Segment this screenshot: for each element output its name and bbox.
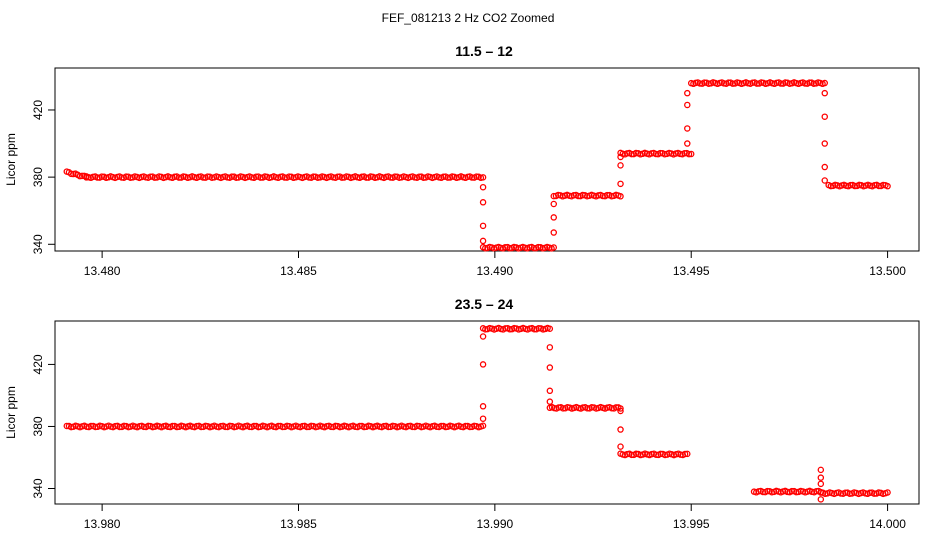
data-point xyxy=(479,199,487,206)
y-tick-label: 340 xyxy=(31,478,45,498)
data-point xyxy=(479,333,487,340)
panel-1-plot-frame xyxy=(54,67,920,252)
data-point xyxy=(546,364,554,371)
panel-2-plot-frame xyxy=(54,320,920,505)
data-point xyxy=(684,450,691,458)
data-point xyxy=(617,153,624,161)
data-point xyxy=(479,237,487,245)
data-point xyxy=(884,182,891,190)
data-point xyxy=(685,150,693,158)
data-point xyxy=(550,244,558,251)
data-point xyxy=(546,325,554,333)
data-point xyxy=(821,113,829,120)
data-point xyxy=(546,387,554,395)
data-point xyxy=(193,422,200,430)
panel-1-data-points xyxy=(63,79,891,252)
x-tick-label: 13.490 xyxy=(477,264,514,278)
data-point xyxy=(546,398,554,405)
panel-2-ylabel: Licor ppm xyxy=(4,386,18,439)
data-point xyxy=(617,443,624,450)
panel-2-y-axis: 340 380 420 xyxy=(31,354,55,499)
y-tick-label: 380 xyxy=(31,416,45,436)
x-tick-label: 13.495 xyxy=(673,264,710,278)
data-point xyxy=(617,426,624,433)
data-point xyxy=(440,173,447,181)
data-point xyxy=(387,174,394,181)
data-point xyxy=(684,140,691,147)
x-tick-label: 13.995 xyxy=(673,517,710,531)
data-point xyxy=(380,422,388,430)
panel-2-title: 23.5 – 24 xyxy=(455,296,514,312)
y-tick-label: 380 xyxy=(31,167,45,187)
data-point xyxy=(681,450,689,458)
data-point xyxy=(479,174,487,181)
x-tick-label: 13.500 xyxy=(869,264,906,278)
data-point xyxy=(817,480,825,488)
panel-1: 11.5 – 12 Licor ppm 13.480 13.485 13.490 13… xyxy=(4,43,920,278)
data-point xyxy=(847,181,854,189)
data-point xyxy=(617,180,624,188)
x-tick-label: 13.480 xyxy=(84,264,121,278)
y-tick-label: 420 xyxy=(31,100,45,120)
panel-2: 23.5 – 24 Licor ppm 13.980 13.985 13.990 13… xyxy=(4,296,920,531)
panel-1-y-axis: 340 380 420 xyxy=(31,100,55,254)
data-point xyxy=(546,344,554,351)
y-tick-label: 340 xyxy=(31,234,45,254)
y-tick-label: 420 xyxy=(31,354,45,374)
data-point xyxy=(479,415,487,422)
data-point xyxy=(479,222,487,230)
data-point xyxy=(479,403,487,410)
panel-1-title: 11.5 – 12 xyxy=(455,43,513,59)
data-point xyxy=(821,140,829,147)
data-point xyxy=(550,229,558,236)
data-point xyxy=(821,177,829,184)
data-point xyxy=(696,80,704,87)
panel-1-ylabel: Licor ppm xyxy=(4,133,18,186)
x-tick-label: 14.000 xyxy=(869,517,906,531)
data-point xyxy=(684,101,691,109)
data-point xyxy=(617,407,624,415)
data-point xyxy=(687,150,695,158)
panel-2-data-points xyxy=(63,324,891,503)
data-point xyxy=(817,474,825,481)
data-point xyxy=(246,423,253,431)
data-point xyxy=(479,183,487,191)
data-point xyxy=(817,496,825,503)
data-point xyxy=(617,405,624,412)
data-point xyxy=(684,125,691,132)
data-point xyxy=(777,80,785,87)
data-point xyxy=(433,423,441,431)
panel-1-x-axis: 13.480 13.485 13.490 13.495 13.500 xyxy=(84,251,906,278)
data-point xyxy=(608,404,615,412)
x-tick-label: 13.980 xyxy=(84,517,121,531)
data-point xyxy=(821,79,829,87)
panel-2-x-axis: 13.980 13.985 13.990 13.995 14.000 xyxy=(84,504,906,531)
x-tick-label: 13.485 xyxy=(280,264,317,278)
data-point xyxy=(550,214,558,221)
data-point xyxy=(821,163,829,171)
data-point xyxy=(550,200,558,208)
data-point xyxy=(884,489,891,496)
data-point xyxy=(821,89,829,97)
x-tick-label: 13.985 xyxy=(280,517,317,531)
data-point xyxy=(479,422,487,430)
data-point xyxy=(479,361,487,368)
data-point xyxy=(617,162,624,169)
data-point xyxy=(749,79,756,87)
data-point xyxy=(252,173,260,181)
x-tick-label: 13.990 xyxy=(477,517,514,531)
data-point xyxy=(684,89,691,97)
figure-title: FEF_081213 2 Hz CO2 Zoomed xyxy=(382,11,555,25)
data-point xyxy=(617,193,624,200)
data-point xyxy=(817,466,825,474)
